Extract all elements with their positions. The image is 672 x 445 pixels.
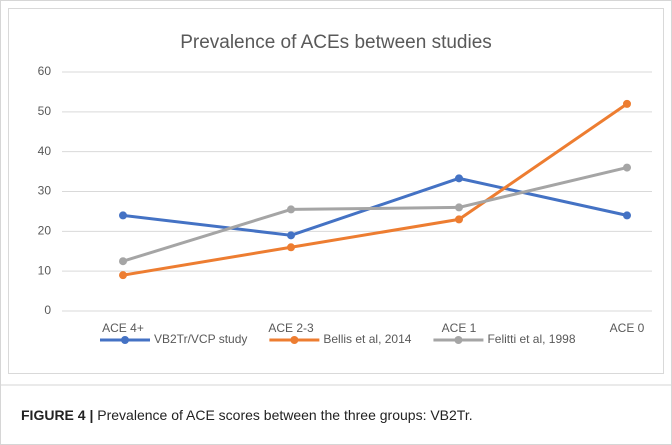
legend-marker [290, 336, 299, 344]
x-tick-label: ACE 4+ [102, 321, 144, 335]
point [119, 271, 127, 280]
point [119, 257, 127, 266]
y-tick-label: 40 [38, 144, 52, 158]
point [623, 163, 631, 172]
legend-label: Felitti et al, 1998 [487, 332, 575, 346]
legend-label: VB2Tr/VCP study [154, 332, 247, 346]
point [455, 215, 463, 224]
series-line [122, 166, 628, 263]
x-tick-label: ACE 1 [442, 321, 477, 335]
y-tick-label: 50 [38, 104, 52, 118]
y-tick-label: 20 [38, 224, 52, 238]
legend-label: Bellis et al, 2014 [323, 332, 411, 346]
y-tick-label: 60 [38, 64, 52, 78]
point [287, 243, 295, 252]
x-tick-label: ACE 0 [610, 321, 645, 335]
x-tick-label: ACE 2-3 [268, 321, 314, 335]
y-tick-label: 0 [44, 303, 51, 317]
series-line [122, 176, 628, 237]
point [623, 211, 631, 220]
chart-title: Prevalence of ACEs between studies [180, 32, 492, 53]
point [287, 205, 295, 214]
caption-text: Prevalence of ACE scores between the thr… [97, 407, 472, 423]
point [455, 174, 463, 183]
legend-marker [121, 336, 129, 344]
caption: FIGURE 4 | Prevalence of ACE scores betw… [21, 407, 473, 423]
point [623, 99, 631, 108]
point [119, 211, 127, 220]
caption-label: FIGURE 4 | [21, 407, 93, 423]
y-tick-label: 10 [38, 263, 52, 277]
point [287, 231, 295, 240]
point [455, 203, 463, 212]
legend-marker [454, 336, 463, 344]
y-tick-label: 30 [38, 184, 52, 198]
series-line [122, 102, 628, 277]
